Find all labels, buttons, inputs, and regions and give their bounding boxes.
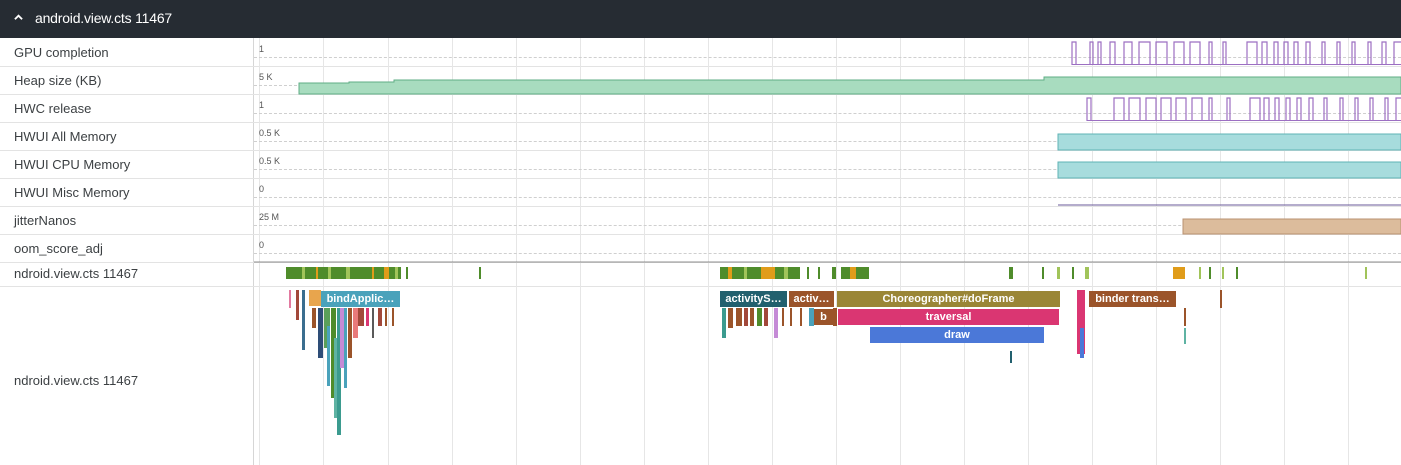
heap-size-area xyxy=(298,76,1401,95)
slice-activity[interactable]: activ… xyxy=(789,291,834,307)
grid-line xyxy=(900,38,901,465)
hwc-release-fill xyxy=(1087,120,1401,121)
slice-b[interactable]: b xyxy=(814,309,833,325)
grid-line xyxy=(772,38,773,465)
grid-line xyxy=(964,38,965,465)
grid-line xyxy=(323,38,324,465)
thread-slice-bars xyxy=(289,290,1222,435)
track-label-hwc-release: HWC release xyxy=(14,101,92,116)
grid-line xyxy=(1028,38,1029,465)
grid-line xyxy=(580,38,581,465)
row-divider xyxy=(0,206,1401,207)
slice-binder-transaction[interactable]: binder trans… xyxy=(1089,291,1176,307)
track-labels-panel: GPU completion Heap size (KB) HWC releas… xyxy=(0,38,254,465)
scale-label: 0.5 K xyxy=(259,156,281,166)
chevron-up-icon[interactable] xyxy=(14,13,23,22)
grid-line xyxy=(644,38,645,465)
grid-line xyxy=(516,38,517,465)
slice-draw[interactable]: draw xyxy=(870,327,1044,343)
baseline xyxy=(254,57,1401,58)
baseline xyxy=(254,169,1401,170)
hwc-release-pulses xyxy=(1086,97,1401,121)
grid-line xyxy=(259,38,260,465)
track-label-oom-score-adj: oom_score_adj xyxy=(14,241,103,256)
baseline xyxy=(254,253,1401,254)
row-divider xyxy=(0,122,1401,123)
scale-label: 5 K xyxy=(259,72,273,82)
row-divider xyxy=(0,234,1401,235)
track-label-hwui-cpu-memory: HWUI CPU Memory xyxy=(14,157,131,172)
row-divider xyxy=(0,150,1401,151)
gpu-completion-pulses xyxy=(1071,41,1401,65)
row-divider xyxy=(0,66,1401,67)
row-divider xyxy=(0,178,1401,179)
thread-state-bars xyxy=(286,267,1367,279)
scale-label: 1 xyxy=(259,44,265,54)
gpu-completion-fill xyxy=(1072,64,1401,65)
grid-line xyxy=(836,38,837,465)
jitter-nanos-area xyxy=(1182,218,1401,235)
process-header[interactable]: android.view.cts 11467 xyxy=(0,0,1401,38)
grid-line xyxy=(452,38,453,465)
counter-tracks-svg xyxy=(254,41,1401,435)
grid-line xyxy=(388,38,389,465)
hwui-all-memory-area xyxy=(1057,133,1401,151)
track-label-thread-state: ndroid.view.cts 11467 xyxy=(14,266,139,281)
track-label-hwui-all-memory: HWUI All Memory xyxy=(14,129,117,144)
baseline xyxy=(254,141,1401,142)
track-label-gpu-completion: GPU completion xyxy=(14,45,109,60)
hwui-cpu-memory-area xyxy=(1057,161,1401,179)
grid-line xyxy=(1348,38,1349,465)
baseline xyxy=(254,113,1401,114)
slice-choreographer-do-frame[interactable]: Choreographer#doFrame xyxy=(837,291,1060,307)
tracks-area[interactable]: 1 5 K 1 0.5 K 0.5 K 0 25 M 0 xyxy=(254,38,1401,465)
scale-label: 25 M xyxy=(259,212,280,222)
grid-line xyxy=(1220,38,1221,465)
slice-bind-application[interactable]: bindApplic… xyxy=(321,291,400,307)
grid-line xyxy=(1092,38,1093,465)
track-label-heap-size: Heap size (KB) xyxy=(14,73,102,88)
baseline xyxy=(254,225,1401,226)
track-label-thread-slices: ndroid.view.cts 11467 xyxy=(14,373,139,388)
row-divider xyxy=(0,262,1401,263)
track-label-jitter-nanos: jitterNanos xyxy=(14,213,77,228)
track-label-hwui-misc-memory: HWUI Misc Memory xyxy=(14,185,130,200)
scale-label: 1 xyxy=(259,100,265,110)
grid-line xyxy=(1156,38,1157,465)
baseline xyxy=(254,197,1401,198)
process-title: android.view.cts 11467 xyxy=(35,10,172,26)
slice-activity-start[interactable]: activityS… xyxy=(720,291,787,307)
grid-line xyxy=(1284,38,1285,465)
slice-traversal[interactable]: traversal xyxy=(838,309,1059,325)
scale-label: 0 xyxy=(259,184,265,194)
row-divider xyxy=(0,286,1401,287)
scale-label: 0.5 K xyxy=(259,128,281,138)
scale-label: 0 xyxy=(259,240,265,250)
grid-line xyxy=(708,38,709,465)
